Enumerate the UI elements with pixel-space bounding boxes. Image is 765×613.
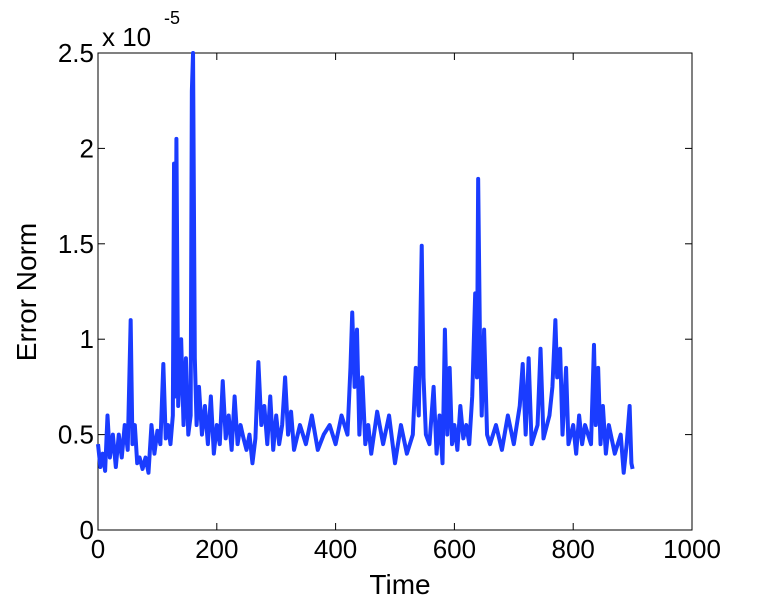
x-tick-label: 0: [91, 534, 105, 564]
y-tick-label: 1.5: [58, 229, 94, 259]
x-axis-label: Time: [369, 569, 430, 600]
y-tick-label: 0.5: [58, 420, 94, 450]
y-axis-label: Error Norm: [11, 223, 42, 361]
x-tick-label: 400: [314, 534, 357, 564]
x-tick-label: 600: [433, 534, 476, 564]
x-tick-label: 800: [552, 534, 595, 564]
y-tick-label: 1: [80, 324, 94, 354]
y-tick-label: 2.5: [58, 38, 94, 68]
x-tick-label: 200: [195, 534, 238, 564]
y-tick-label: 0: [80, 515, 94, 545]
y-multiplier: x 10: [102, 22, 151, 52]
y-exponent: -5: [164, 8, 180, 28]
y-tick-label: 2: [80, 133, 94, 163]
plot-frame: [97, 52, 693, 531]
data-line: [96, 51, 635, 475]
x-tick-label: 1000: [663, 534, 721, 564]
